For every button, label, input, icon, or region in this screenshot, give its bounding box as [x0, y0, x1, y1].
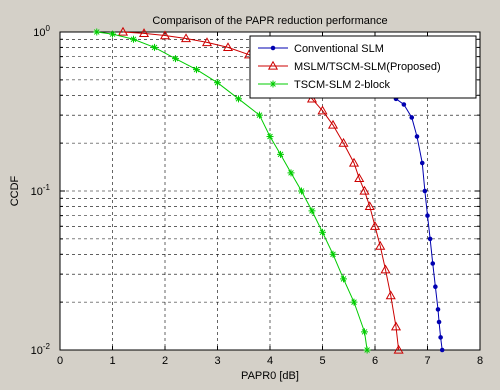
data-point — [380, 264, 391, 274]
data-point — [159, 30, 171, 40]
data-point — [430, 261, 436, 266]
data-point — [361, 328, 368, 336]
y-axis-label: CCDF — [9, 175, 21, 206]
x-tick-label: 4 — [267, 355, 273, 367]
data-point — [390, 321, 402, 331]
data-point — [287, 169, 295, 177]
data-point — [435, 307, 441, 312]
data-point — [363, 346, 371, 354]
data-point — [256, 111, 263, 119]
data-point — [109, 30, 116, 38]
data-point — [340, 275, 347, 283]
data-point — [277, 150, 284, 158]
series-3 — [93, 28, 371, 354]
data-point — [419, 160, 425, 166]
y-tick-label: 100 — [33, 24, 50, 39]
data-point — [439, 347, 445, 353]
y-tick-label: 10-1 — [31, 183, 51, 198]
legend-entry: TSCM-SLM 2-block — [294, 79, 390, 91]
data-point — [401, 102, 407, 107]
data-point — [354, 173, 365, 183]
x-tick-label: 1 — [109, 355, 115, 367]
data-point — [427, 236, 433, 242]
data-point — [151, 43, 158, 51]
data-point — [364, 201, 375, 211]
series-line — [122, 31, 400, 351]
data-point — [319, 228, 326, 236]
legend-marker — [270, 45, 276, 51]
data-point — [214, 79, 221, 87]
x-tick-label: 3 — [214, 355, 220, 367]
data-point — [298, 187, 305, 195]
data-point — [130, 35, 137, 43]
data-point — [193, 66, 200, 74]
x-axis-label: PAPR0 [dB] — [241, 370, 299, 382]
data-point — [425, 213, 430, 218]
data-point — [338, 137, 349, 147]
data-point — [359, 185, 370, 195]
data-point — [138, 28, 150, 38]
data-point — [409, 115, 415, 120]
data-point — [180, 33, 192, 43]
data-point — [375, 240, 386, 250]
x-tick-label: 5 — [319, 355, 325, 367]
x-tick-label: 7 — [424, 355, 430, 367]
data-point — [172, 55, 179, 63]
data-point — [422, 188, 428, 194]
data-point — [201, 37, 213, 47]
x-tick-label: 6 — [372, 355, 378, 367]
y-tick-label: 10-2 — [31, 342, 51, 357]
legend-marker — [267, 60, 279, 70]
series-line — [96, 31, 368, 351]
data-point — [350, 298, 358, 306]
x-tick-label: 8 — [477, 355, 483, 367]
data-point — [327, 119, 339, 129]
data-point — [117, 26, 129, 36]
legend-box — [249, 35, 477, 99]
series-2 — [117, 26, 404, 354]
data-point — [308, 207, 316, 215]
legend-marker — [269, 80, 277, 88]
data-point — [369, 221, 381, 230]
data-point — [235, 95, 242, 103]
data-point — [385, 290, 396, 300]
data-point — [329, 250, 337, 258]
legend-entry: Conventional SLM — [294, 43, 384, 55]
data-point — [438, 335, 443, 340]
data-point — [266, 133, 274, 141]
data-point — [414, 134, 420, 139]
data-point — [222, 42, 234, 52]
x-tick-label: 0 — [57, 355, 63, 367]
data-point — [317, 105, 328, 115]
data-point — [436, 319, 442, 325]
data-point — [393, 344, 404, 354]
data-point — [93, 28, 101, 36]
x-tick-label: 2 — [162, 355, 168, 367]
legend-entry: MSLM/TSCM-SLM(Proposed) — [294, 61, 441, 73]
chart-title: Comparison of the PAPR reduction perform… — [152, 15, 387, 27]
data-point — [433, 284, 438, 290]
data-point — [348, 157, 360, 167]
legend: Conventional SLM MSLM/TSCM-SLM(Proposed) T… — [249, 35, 477, 99]
